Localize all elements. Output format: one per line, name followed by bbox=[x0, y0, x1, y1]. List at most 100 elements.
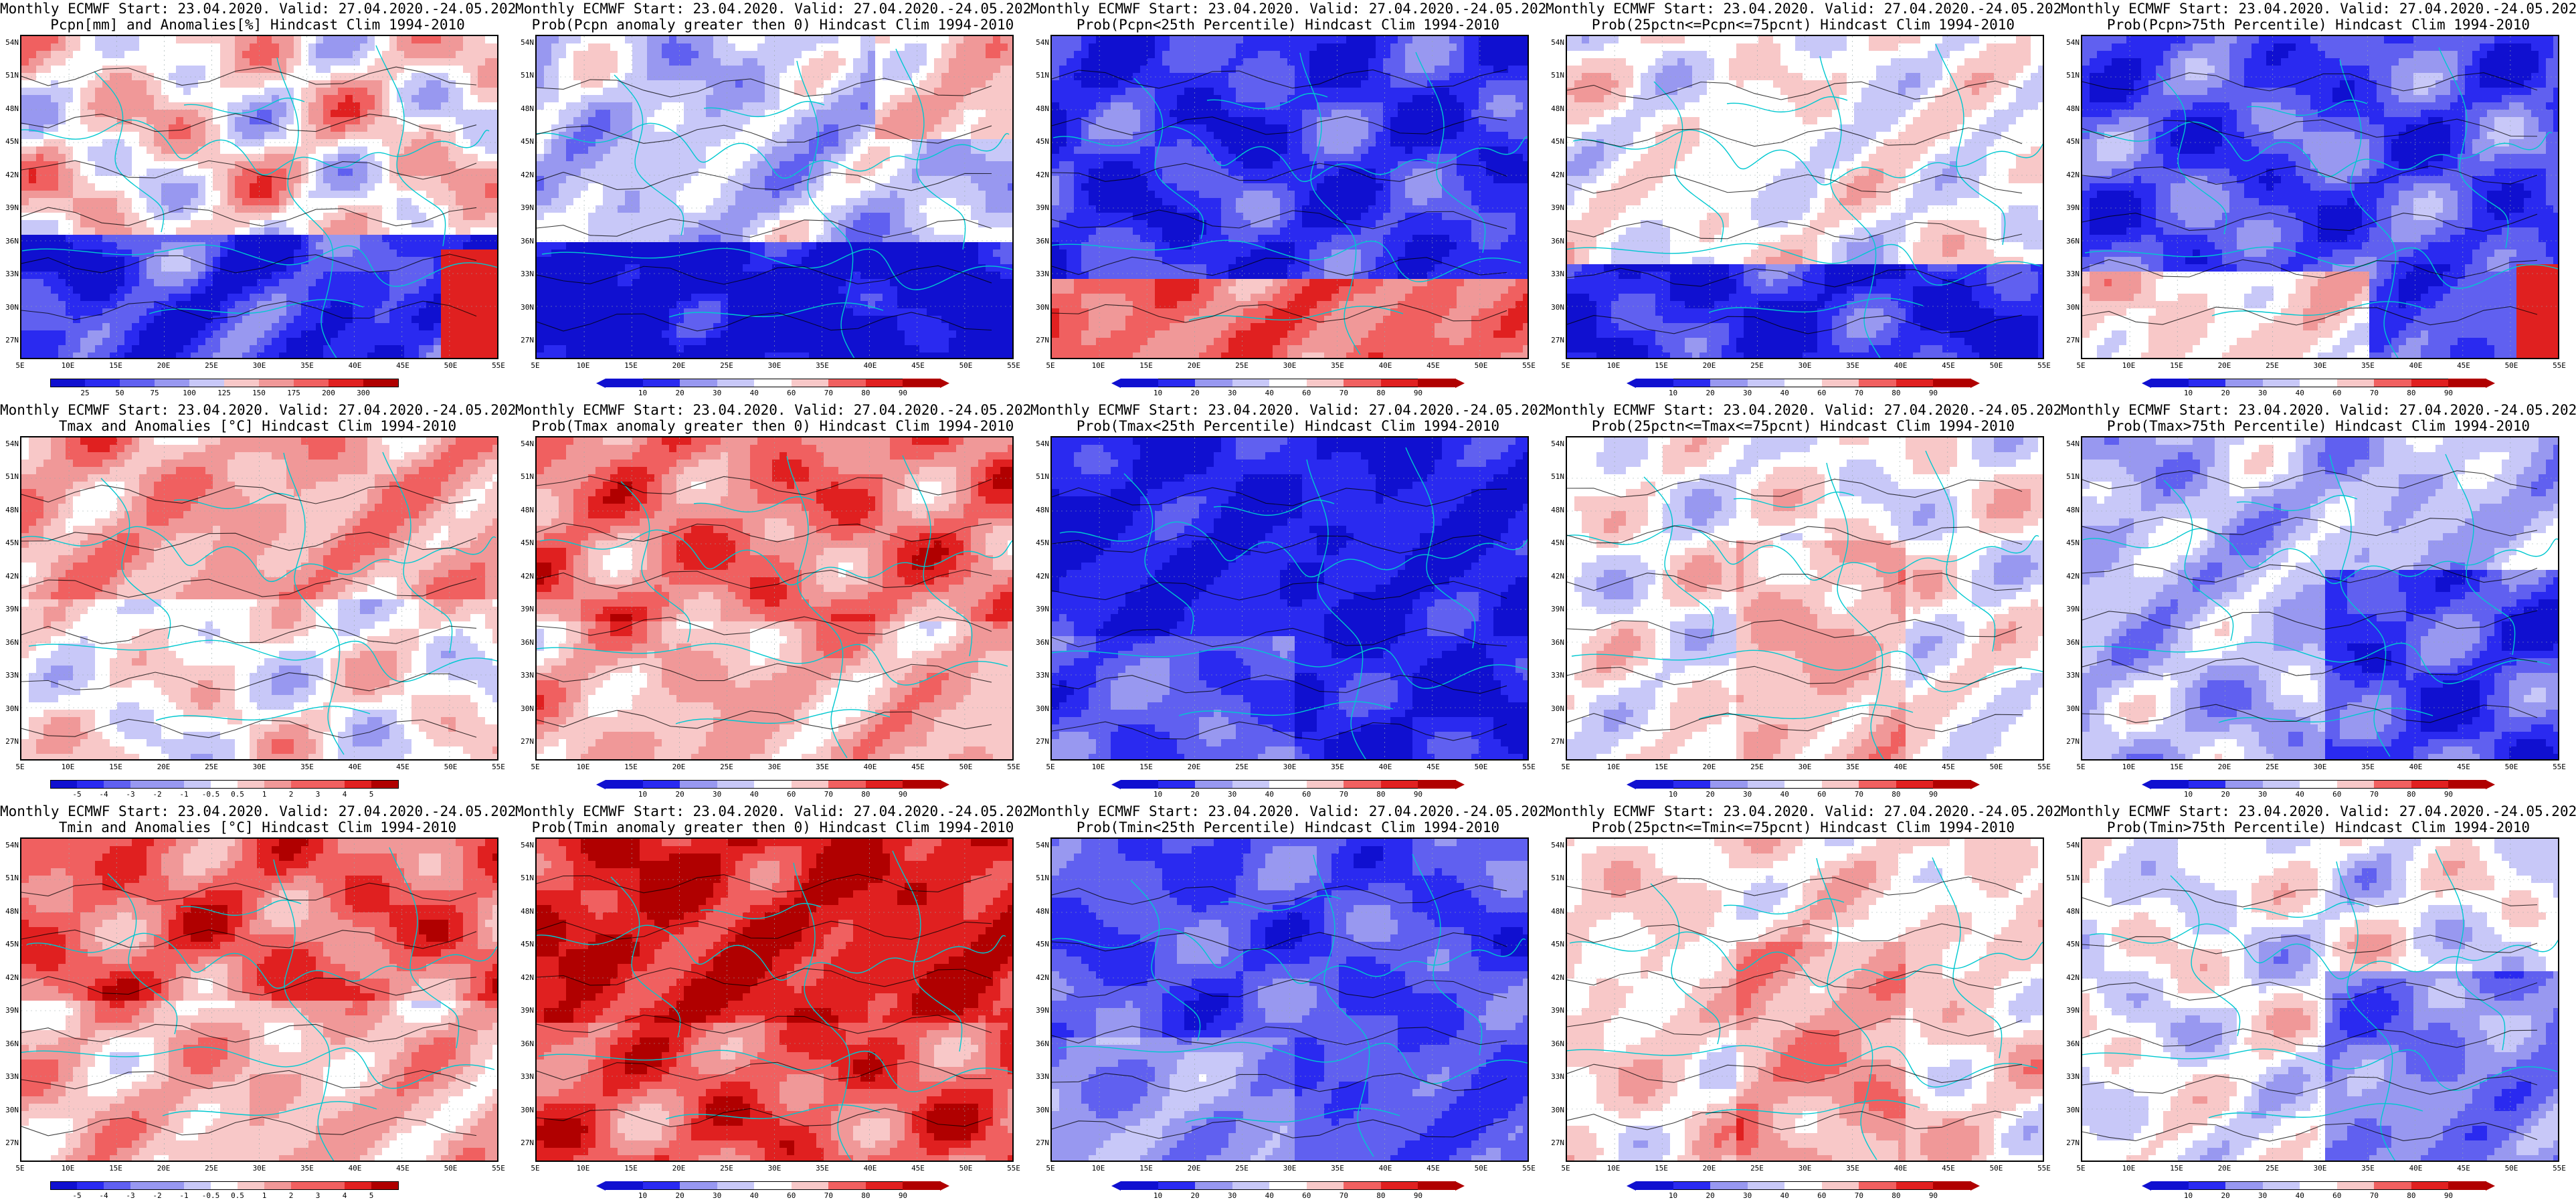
colorbar-swatch bbox=[318, 780, 345, 789]
lat-tick-label: 30N bbox=[1546, 704, 1564, 713]
map-frame bbox=[20, 35, 498, 359]
coastline-border bbox=[2243, 901, 2365, 918]
coastline-border bbox=[675, 709, 891, 724]
coastline-border bbox=[1299, 52, 1361, 355]
contour-line bbox=[1567, 619, 2023, 639]
colorbar-swatch bbox=[1859, 379, 1897, 387]
colorbar-label: 40 bbox=[750, 1192, 759, 1200]
colorbar-arrow-right bbox=[2486, 780, 2495, 789]
colorbar-label: 30 bbox=[1228, 389, 1236, 397]
colorbar-label: 80 bbox=[861, 791, 870, 799]
lon-tick-label: 30E bbox=[768, 1165, 781, 1173]
colorbar-swatch bbox=[2262, 780, 2301, 789]
colorbar-label: 90 bbox=[899, 389, 907, 397]
coastline-border bbox=[1415, 52, 1486, 254]
lat-tick-label: 45N bbox=[0, 539, 19, 547]
colorbar-swatch bbox=[104, 1181, 131, 1190]
lon-tick-label: 55E bbox=[1007, 763, 1020, 771]
colorbar-swatch bbox=[345, 1181, 372, 1190]
lat-tick-label: 51N bbox=[515, 874, 534, 882]
lat-tick-label: 39N bbox=[1030, 204, 1049, 212]
lat-tick-label: 33N bbox=[1030, 270, 1049, 278]
contour-line bbox=[1567, 478, 2023, 498]
colorbar-label: 10 bbox=[2184, 1192, 2193, 1200]
colorbar-label: 40 bbox=[1780, 389, 1789, 397]
coastline-border bbox=[793, 862, 852, 1161]
coastline-border bbox=[1213, 499, 1335, 516]
colorbar-swatch bbox=[1195, 1181, 1233, 1190]
lon-tick-label: 25E bbox=[205, 362, 218, 370]
colorbar-label: 40 bbox=[2296, 1192, 2304, 1200]
coastline-border bbox=[1653, 81, 1724, 243]
colorbar-swatch bbox=[329, 379, 364, 387]
panel-title-line1: Monthly ECMWF Start: 23.04.2020. Valid: … bbox=[1546, 803, 2061, 819]
lon-tick-label: 10E bbox=[577, 362, 590, 370]
colorbar-swatch bbox=[1195, 379, 1233, 387]
colorbar-swatch bbox=[2262, 379, 2301, 387]
colorbar-swatch bbox=[77, 780, 104, 789]
contour-line bbox=[1567, 573, 2023, 592]
lon-tick-label: 50E bbox=[1990, 1165, 2003, 1173]
lat-tick-label: 54N bbox=[2061, 39, 2080, 47]
lon-tick-label: 15E bbox=[1139, 763, 1153, 771]
colorbar-swatch bbox=[345, 780, 372, 789]
map-panel-tmin-prob-gt75: Monthly ECMWF Start: 23.04.2020. Valid: … bbox=[2061, 803, 2576, 1204]
lon-tick-label: 20E bbox=[1188, 1165, 1201, 1173]
coastline-border bbox=[2435, 849, 2506, 1051]
lat-tick-label: 42N bbox=[1546, 572, 1564, 581]
lat-tick-label: 42N bbox=[515, 572, 534, 581]
map-field bbox=[21, 437, 497, 759]
colorbar-arrow-left bbox=[1111, 379, 1121, 388]
lat-tick-label: 39N bbox=[2061, 1007, 2080, 1015]
colorbar-label: 80 bbox=[1892, 389, 1900, 397]
colorbar-label: 90 bbox=[899, 1192, 907, 1200]
lon-tick-label: 35E bbox=[300, 362, 314, 370]
lat-tick-label: 39N bbox=[2061, 204, 2080, 212]
map-frame bbox=[535, 35, 1014, 359]
colorbar-label: 90 bbox=[1929, 791, 1938, 799]
lon-tick-label: 55E bbox=[1522, 763, 1536, 771]
colorbar bbox=[596, 780, 949, 789]
coastline-border bbox=[1306, 459, 1366, 759]
colorbar-swatch bbox=[2374, 780, 2412, 789]
colorbar-swatch bbox=[2374, 379, 2412, 387]
lon-tick-label: 55E bbox=[492, 1165, 505, 1173]
panel-title-line1: Monthly ECMWF Start: 23.04.2020. Valid: … bbox=[2061, 803, 2576, 819]
contour-line bbox=[1052, 209, 1507, 229]
lon-tick-label: 45E bbox=[1427, 1165, 1440, 1173]
colorbar-arrow-right bbox=[940, 780, 949, 789]
colorbar-label: 80 bbox=[1892, 1192, 1900, 1200]
lat-tick-label: 36N bbox=[2061, 237, 2080, 245]
lat-tick-label: 39N bbox=[1546, 1007, 1564, 1015]
map-field bbox=[2082, 36, 2558, 358]
coastline-border bbox=[1650, 883, 1721, 1045]
lat-tick-label: 54N bbox=[515, 39, 534, 47]
colorbar-swatch bbox=[155, 379, 190, 387]
colorbar-label: 40 bbox=[1780, 1192, 1789, 1200]
colorbar bbox=[50, 379, 399, 387]
colorbar-swatch bbox=[1636, 379, 1674, 387]
colorbar-label: 60 bbox=[1302, 389, 1311, 397]
coastline-border bbox=[1133, 78, 1204, 239]
lat-tick-label: 30N bbox=[515, 1106, 534, 1114]
lat-tick-label: 30N bbox=[1546, 303, 1564, 312]
colorbar-label: 100 bbox=[183, 389, 196, 397]
colorbar-label: 80 bbox=[2407, 791, 2415, 799]
coastline-border bbox=[1733, 491, 1855, 508]
colorbar-swatch bbox=[291, 1181, 318, 1190]
contour-line bbox=[21, 1070, 477, 1090]
colorbar-label: 20 bbox=[2221, 1192, 2229, 1200]
colorbar-label: 90 bbox=[2444, 791, 2453, 799]
colorbar-swatch bbox=[828, 379, 866, 387]
colorbar-swatch bbox=[1344, 1181, 1382, 1190]
coastline-border bbox=[1058, 1041, 1528, 1084]
colorbar-label: 70 bbox=[824, 1192, 833, 1200]
colorbar-label: -2 bbox=[153, 1192, 161, 1200]
colorbar bbox=[1627, 379, 1980, 388]
lat-tick-label: 45N bbox=[2061, 539, 2080, 547]
lon-tick-label: 25E bbox=[205, 1165, 218, 1173]
map-panel-tmin-prob-lt25: Monthly ECMWF Start: 23.04.2020. Valid: … bbox=[1030, 803, 1546, 1204]
colorbar-label: 1 bbox=[262, 791, 267, 799]
lon-tick-label: 5E bbox=[2076, 1165, 2085, 1173]
colorbar-label: 30 bbox=[713, 389, 721, 397]
